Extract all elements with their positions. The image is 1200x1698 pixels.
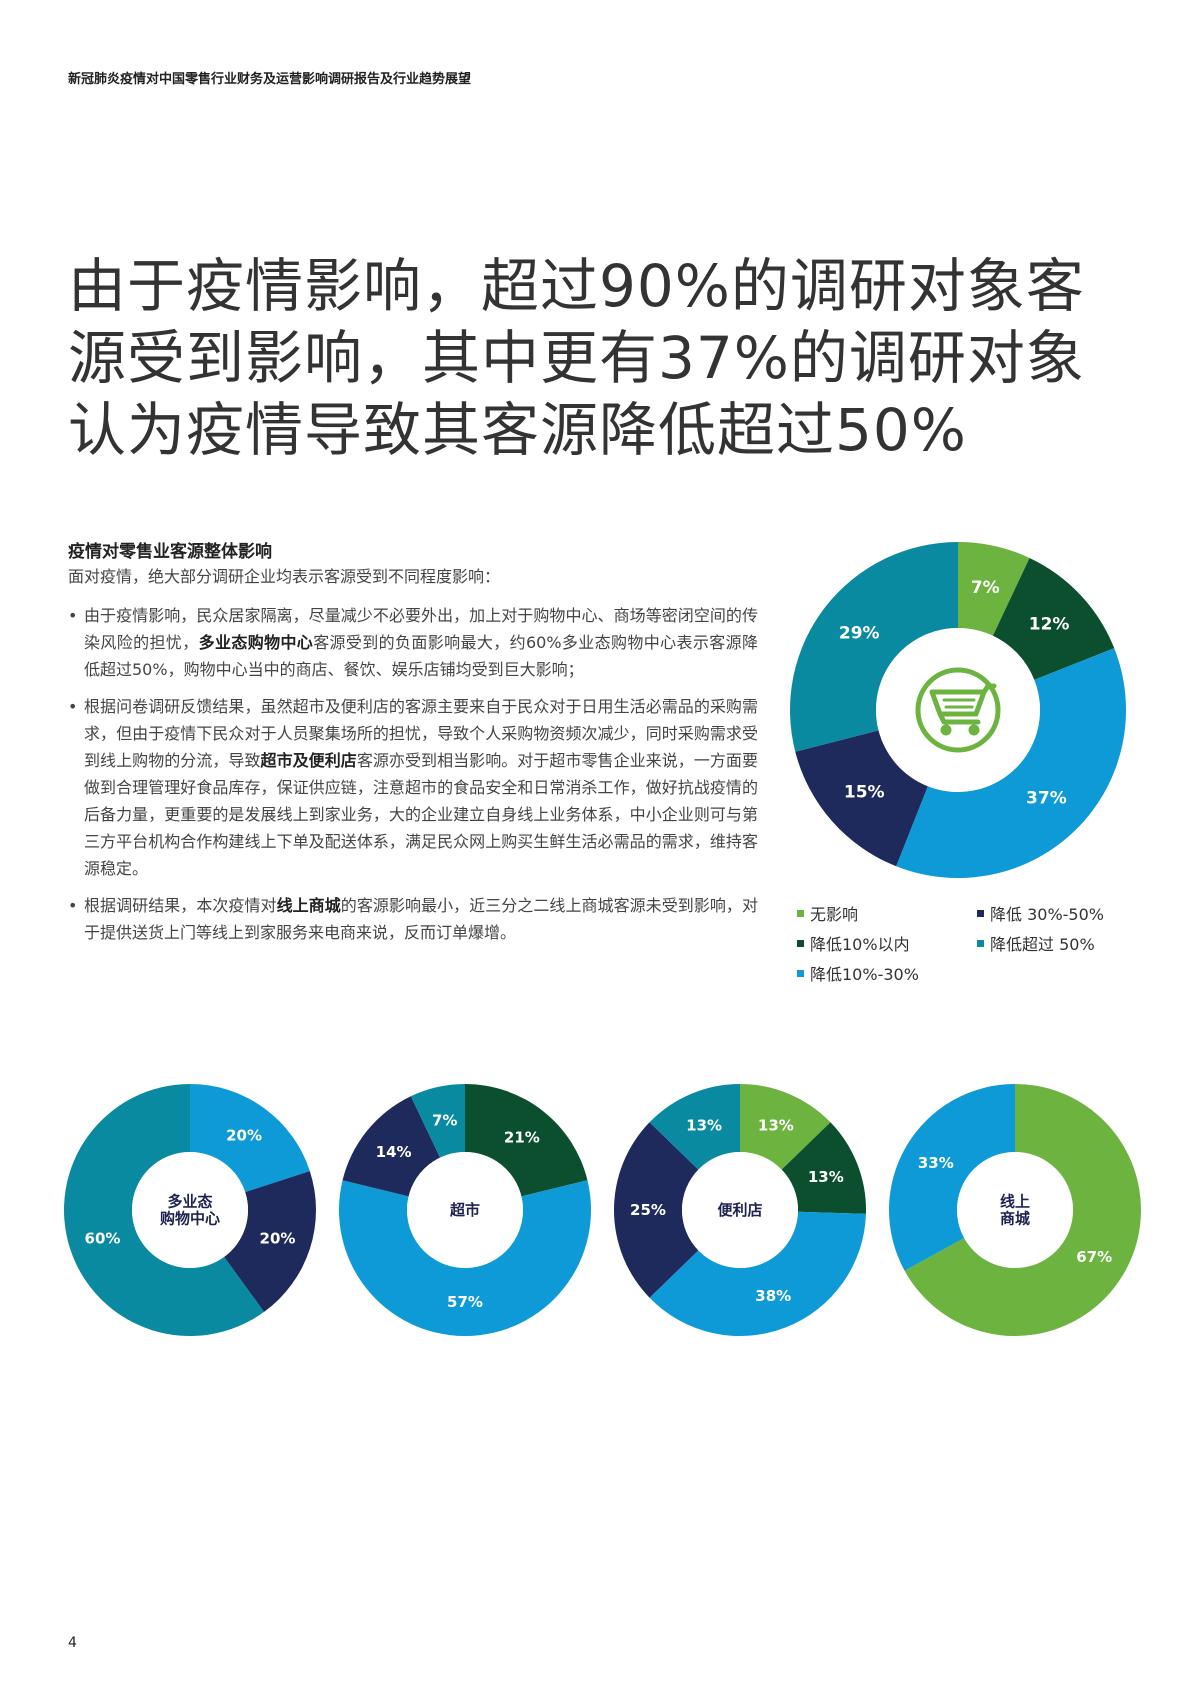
donut-slice bbox=[64, 1084, 265, 1336]
slice-label: 60% bbox=[85, 1229, 121, 1247]
donut-slice bbox=[339, 1180, 591, 1336]
donut-slice bbox=[790, 542, 958, 752]
donut-center bbox=[957, 1152, 1073, 1268]
overall-impact-donut-chart: 7% 12% 37% 15% 29% bbox=[790, 542, 1126, 878]
bullet-emphasis: 超市及便利店 bbox=[260, 751, 357, 770]
donut-slice bbox=[889, 1084, 1015, 1271]
slice-label: 25% bbox=[630, 1201, 666, 1219]
bullet-item: 由于疫情影响，民众居家隔离，尽量减少不必要外出，加上对于购物中心、商场等密闭空间… bbox=[68, 602, 758, 683]
legend-swatch bbox=[797, 909, 804, 917]
center-label: 多业态 bbox=[167, 1193, 212, 1211]
chart-legend: 无影响 降低 30%-50% 降低10%以内 降低超过 50% 降低10%-30… bbox=[797, 901, 1127, 985]
section-heading: 疫情对零售业客源整体影响 bbox=[68, 542, 272, 562]
running-header: 新冠肺炎疫情对中国零售行业财务及运营影响调研报告及行业趋势展望 bbox=[68, 72, 472, 87]
donut-center bbox=[876, 628, 1040, 792]
bullet-text: 客源受到的负面影响最大，约60%多业态购物中心表示客源降低超过50%，购物中心当… bbox=[84, 633, 758, 679]
slice-label: 29% bbox=[839, 623, 880, 643]
headline-line: 由于疫情影响，超过90%的调研对象客 bbox=[68, 252, 1085, 320]
donut-center bbox=[132, 1152, 248, 1268]
donut-center bbox=[407, 1152, 523, 1268]
donut-center bbox=[682, 1152, 798, 1268]
slice-label: 38% bbox=[755, 1287, 791, 1305]
bullet-text: 根据问卷调研反馈结果，虽然超市及便利店的客源主要来自于民众对于日用生活必需品的采… bbox=[84, 697, 758, 770]
legend-label: 降低10%-30% bbox=[810, 965, 919, 984]
center-label: 超市 bbox=[449, 1201, 480, 1219]
slice-label: 7% bbox=[971, 578, 1000, 598]
center-label: 商城 bbox=[1000, 1210, 1030, 1228]
bullet-text: 的客源影响最小，近三分之二线上商城客源未受到影响，对于提供送货上门等线上到家服务… bbox=[84, 896, 758, 942]
bullet-text: 客源亦受到相当影响。对于超市零售企业来说，一方面要做到合理管理好食品库存，保证供… bbox=[84, 751, 758, 878]
center-label: 购物中心 bbox=[160, 1210, 220, 1228]
donut-slice bbox=[465, 1084, 588, 1197]
legend-label: 降低超过 50% bbox=[990, 935, 1095, 954]
legend-item: 降低 30%-50% bbox=[977, 901, 1127, 925]
donut-slice bbox=[649, 1211, 866, 1336]
slice-label: 13% bbox=[758, 1116, 794, 1134]
headline-line: 源受到影响，其中更有37%的调研对象 bbox=[68, 324, 1085, 392]
convenience-store-donut-chart: 13% 13% 38% 25% 13% 便利店 bbox=[614, 1084, 866, 1336]
slice-label: 57% bbox=[447, 1293, 483, 1311]
donut-slice bbox=[190, 1084, 310, 1193]
section-intro: 面对疫情，绝大部分调研企业均表示客源受到不同程度影响： bbox=[68, 567, 501, 586]
mall-donut-chart: 20% 20% 60% 多业态购物中心 bbox=[64, 1084, 316, 1336]
legend-item: 降低10%-30% bbox=[797, 961, 977, 985]
supermarket-donut-chart: 21% 57% 14% 7% 超市 bbox=[339, 1084, 591, 1336]
legend-swatch bbox=[797, 969, 804, 977]
slice-label: 13% bbox=[808, 1168, 844, 1186]
bullet-item: 根据调研结果，本次疫情对线上商城的客源影响最小，近三分之二线上商城客源未受到影响… bbox=[68, 892, 758, 946]
slice-label: 15% bbox=[844, 783, 885, 803]
legend-label: 降低 30%-50% bbox=[990, 905, 1104, 924]
donut-slice bbox=[795, 730, 928, 867]
slice-label: 67% bbox=[1076, 1248, 1112, 1266]
slice-label: 37% bbox=[1026, 788, 1067, 808]
legend-item: 降低10%以内 bbox=[797, 931, 977, 955]
donut-slice bbox=[904, 1084, 1141, 1336]
bullet-text: 根据调研结果，本次疫情对 bbox=[84, 896, 277, 915]
online-mall-donut-chart: 67% 33% 线上商城 bbox=[889, 1084, 1141, 1336]
donut-slice bbox=[649, 1084, 740, 1170]
slice-label: 12% bbox=[1029, 614, 1070, 634]
slice-label: 13% bbox=[686, 1116, 722, 1134]
slice-label: 14% bbox=[376, 1143, 412, 1161]
slice-label: 20% bbox=[226, 1127, 262, 1145]
donut-slice bbox=[614, 1122, 699, 1298]
legend-swatch bbox=[977, 909, 984, 917]
legend-swatch bbox=[797, 939, 804, 947]
slice-label: 33% bbox=[918, 1154, 954, 1172]
slice-label: 21% bbox=[504, 1129, 540, 1147]
donut-slice bbox=[410, 1084, 465, 1158]
slice-label: 20% bbox=[260, 1229, 296, 1247]
bullet-emphasis: 多业态购物中心 bbox=[198, 633, 314, 652]
legend-swatch bbox=[977, 939, 984, 947]
donut-slice bbox=[896, 648, 1126, 878]
donut-slice bbox=[224, 1171, 316, 1312]
donut-slice bbox=[740, 1084, 831, 1170]
legend-label: 无影响 bbox=[810, 905, 859, 924]
legend-label: 降低10%以内 bbox=[810, 935, 910, 954]
donut-slice bbox=[781, 1122, 866, 1214]
page-number: 4 bbox=[68, 1635, 77, 1651]
bullet-emphasis: 线上商城 bbox=[276, 896, 341, 915]
legend-item: 降低超过 50% bbox=[977, 931, 1127, 955]
legend-item: 无影响 bbox=[797, 901, 977, 925]
center-label: 便利店 bbox=[717, 1201, 762, 1219]
donut-slice bbox=[992, 557, 1115, 680]
center-label: 线上 bbox=[1000, 1193, 1030, 1211]
headline-line: 认为疫情导致其客源降低超过50% bbox=[68, 396, 967, 464]
slice-label: 7% bbox=[432, 1111, 457, 1129]
page-headline: 由于疫情影响，超过90%的调研对象客 源受到影响，其中更有37%的调研对象 认为… bbox=[68, 250, 1128, 466]
shopping-cart-icon bbox=[915, 667, 1001, 753]
bullet-text: 由于疫情影响，民众居家隔离，尽量减少不必要外出，加上对于购物中心、商场等密闭空间… bbox=[84, 606, 758, 652]
bullet-item: 根据问卷调研反馈结果，虽然超市及便利店的客源主要来自于民众对于日用生活必需品的采… bbox=[68, 693, 758, 882]
bullet-list: 由于疫情影响，民众居家隔离，尽量减少不必要外出，加上对于购物中心、商场等密闭空间… bbox=[68, 602, 758, 956]
donut-slice bbox=[342, 1096, 441, 1197]
donut-slice bbox=[958, 542, 1030, 636]
